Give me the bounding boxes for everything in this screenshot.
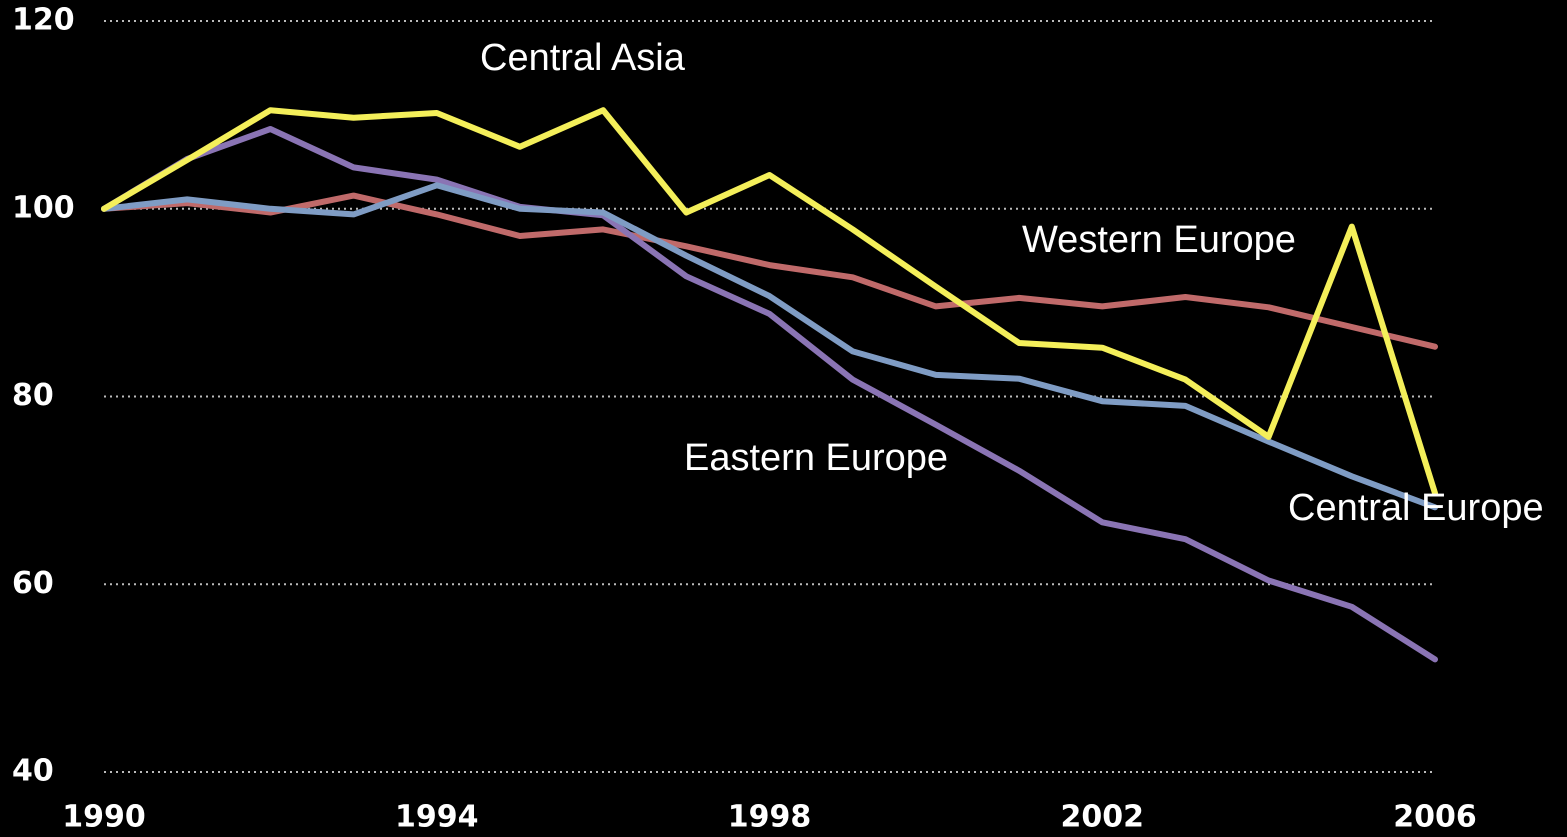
series-line bbox=[101, 107, 1438, 497]
x-tick-label: 1998 bbox=[728, 800, 812, 835]
y-tick-label: 120 bbox=[12, 3, 75, 38]
y-tick-label: 40 bbox=[12, 754, 54, 789]
x-tick-label: 1994 bbox=[395, 800, 479, 835]
series-label: Western Europe bbox=[1022, 219, 1296, 261]
series-label: Central Europe bbox=[1288, 487, 1544, 529]
series-line bbox=[101, 192, 1438, 350]
y-tick-label: 80 bbox=[12, 378, 54, 413]
series-label: Central Asia bbox=[480, 37, 686, 79]
series-line bbox=[101, 126, 1438, 663]
y-tick-label: 60 bbox=[12, 566, 54, 601]
x-tick-label: 1990 bbox=[62, 800, 146, 835]
y-tick-label: 100 bbox=[12, 190, 75, 225]
series-label: Eastern Europe bbox=[684, 437, 948, 479]
series-line bbox=[101, 182, 1438, 511]
x-tick-label: 2006 bbox=[1393, 800, 1477, 835]
x-tick-label: 2002 bbox=[1061, 800, 1145, 835]
